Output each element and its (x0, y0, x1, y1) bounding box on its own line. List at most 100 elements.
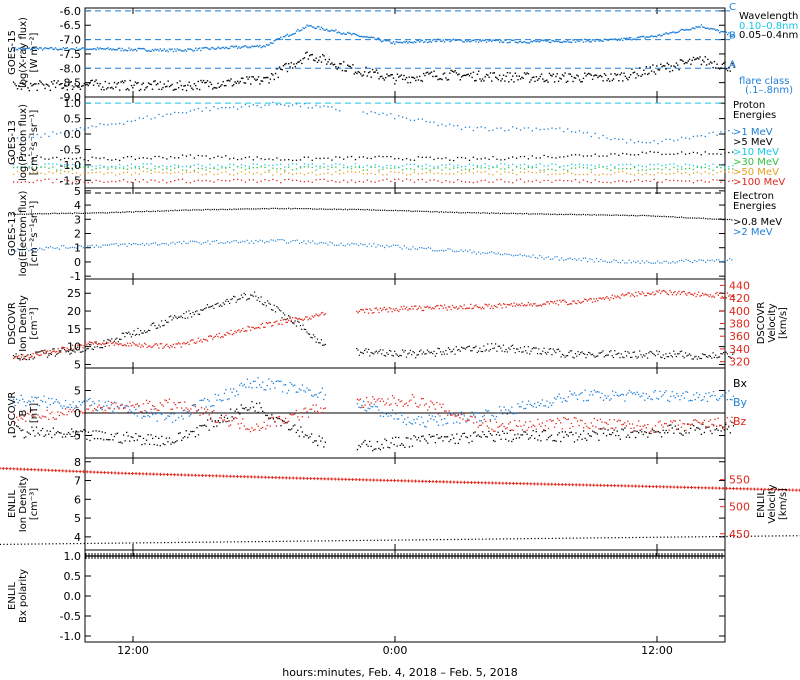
field-point (307, 437, 310, 439)
xray-point (713, 28, 716, 30)
field-point (446, 422, 449, 424)
xray-point (291, 33, 294, 35)
xray-point (213, 86, 215, 89)
proton-point (16, 181, 19, 183)
proton-point (602, 166, 604, 168)
proton-point (193, 169, 195, 172)
proton-point (504, 171, 506, 173)
proton-point (468, 126, 471, 128)
xray-point (483, 39, 485, 42)
xray-point (322, 28, 324, 30)
field-point (638, 432, 640, 434)
xray-point (565, 41, 568, 43)
proton-point (398, 178, 400, 180)
density-point (578, 353, 581, 356)
xray-point (39, 80, 41, 82)
proton-point (12, 156, 15, 158)
proton-point (240, 106, 243, 108)
field-point (164, 443, 166, 446)
proton-point (240, 164, 243, 166)
xray-point (362, 36, 365, 38)
proton-point (362, 169, 364, 171)
electron-point (12, 249, 15, 252)
velocity-point (255, 327, 257, 329)
proton-point (197, 107, 199, 110)
velocity-point (645, 294, 647, 297)
electron-point (150, 210, 152, 213)
velocity-point (416, 308, 418, 311)
field-point (92, 401, 94, 403)
velocity-point (298, 317, 300, 320)
field-point (185, 430, 187, 432)
electron-point (246, 239, 248, 241)
velocity-point (439, 304, 442, 307)
velocity-point (226, 331, 228, 334)
field-point (625, 394, 628, 396)
field-point (482, 431, 484, 433)
velocity-point (399, 308, 401, 311)
density-point (298, 321, 300, 323)
field-point (616, 394, 618, 396)
proton-point (606, 181, 608, 184)
proton-point (99, 164, 101, 167)
proton-point (515, 166, 518, 168)
field-point (300, 426, 302, 428)
electron-point (277, 207, 279, 210)
xray-point (67, 83, 70, 86)
field-point (90, 404, 93, 406)
proton-point (288, 164, 290, 166)
electron-point (530, 213, 532, 215)
electron-point (497, 252, 499, 254)
field-point (159, 444, 161, 447)
proton-point (229, 158, 231, 160)
xray-point (447, 78, 450, 81)
electron-point (694, 217, 696, 219)
electron-point (264, 208, 266, 210)
electron-point (423, 247, 425, 249)
velocity-point (15, 355, 17, 357)
field-point (124, 440, 126, 442)
velocity-point (361, 308, 363, 311)
field-point (399, 444, 401, 446)
density-point (445, 349, 447, 352)
xray-point (637, 36, 640, 38)
density-point (358, 354, 360, 356)
proton-point (673, 172, 675, 175)
xray-point (333, 63, 336, 66)
proton-point (87, 159, 89, 162)
xray-point (75, 85, 78, 87)
proton-point (567, 169, 569, 172)
field-point (544, 429, 547, 432)
electron-point (200, 243, 202, 245)
velocity-point (466, 307, 468, 309)
density-point (708, 354, 710, 357)
field-point (645, 393, 647, 395)
density-point (628, 352, 630, 354)
density-point (14, 356, 16, 358)
density-point (560, 356, 562, 358)
velocity-point (724, 293, 726, 296)
velocity-point (162, 347, 164, 349)
proton-point (36, 167, 38, 169)
field-point (181, 439, 183, 442)
velocity-point (316, 314, 319, 317)
xray-point (71, 88, 74, 90)
density-point (235, 301, 237, 303)
velocity-point (662, 289, 664, 292)
xray-point (26, 47, 28, 50)
field-point (130, 411, 132, 413)
proton-point (268, 164, 270, 167)
density-point (297, 320, 299, 322)
field-point (486, 410, 488, 412)
velocity-point (449, 306, 451, 308)
velocity-point (320, 312, 323, 314)
electron-point (676, 261, 678, 263)
field-point (226, 398, 229, 401)
electron-point (215, 239, 218, 242)
xray-point (299, 59, 302, 62)
velocity-point (529, 304, 531, 306)
xray-point (139, 88, 142, 91)
velocity-point (557, 304, 560, 306)
field-point (395, 436, 397, 438)
